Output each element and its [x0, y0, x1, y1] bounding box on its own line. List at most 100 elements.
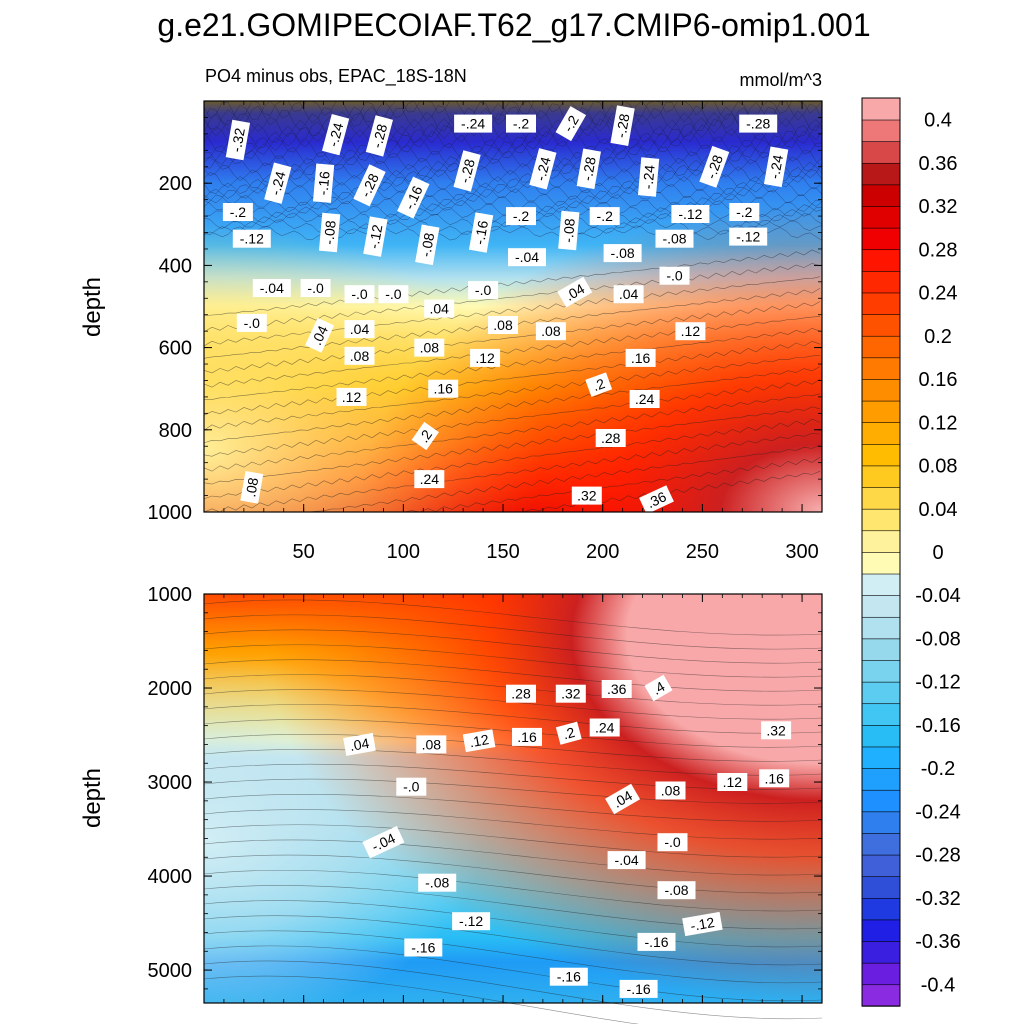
colorbar-tick-label: 0.12	[919, 412, 958, 434]
contour-line	[203, 869, 823, 912]
contour-label: -.12	[729, 227, 768, 246]
contour-label-text: -.2	[513, 116, 530, 132]
contour-label-box	[657, 881, 696, 900]
contour-label: -.16	[637, 932, 676, 951]
y-tick-label: 600	[159, 338, 192, 360]
contour-label: -.32	[225, 119, 251, 161]
contour-label-text: .28	[601, 430, 621, 446]
contour-label-box	[671, 205, 710, 223]
contour-label-text: .08	[242, 476, 261, 498]
contour-label: -.16	[549, 967, 588, 986]
panel-subtitle: PO4 minus obs, EPAC_18S-18N	[205, 66, 467, 87]
contour-label-text: -.2	[736, 204, 753, 220]
contour-label-box	[555, 721, 582, 745]
contour-line	[203, 854, 823, 894]
colorbar-swatch	[861, 573, 901, 596]
contour-label-box	[506, 684, 536, 703]
contour-label: -.0	[657, 833, 688, 852]
contour-label-text: .08	[420, 340, 440, 356]
contour-label-text: -.0	[385, 286, 402, 302]
contour-label: -.08	[558, 210, 580, 251]
contour-line	[203, 945, 823, 1002]
contour-label-box	[729, 227, 768, 246]
contour-label: .32	[555, 684, 586, 703]
contour-line	[203, 225, 823, 241]
contour-line	[203, 366, 821, 444]
contour-label-box	[343, 732, 376, 756]
contour-label: -.2	[222, 203, 253, 221]
contour-label-text: .2	[561, 724, 577, 743]
colorbar-tick-label: -0.16	[915, 715, 961, 737]
contour-label-box	[321, 114, 350, 156]
contour-line	[203, 327, 821, 400]
contour-label: .12	[675, 322, 706, 341]
contour-label-box	[236, 313, 267, 332]
colorbar-swatch	[861, 767, 901, 791]
contour-label-text: .04	[349, 735, 371, 754]
contour-line	[203, 316, 821, 388]
contour-label: -.28	[576, 148, 601, 190]
colorbar-swatch	[861, 811, 901, 834]
contour-label: -.24	[637, 157, 660, 197]
contour-label-box	[362, 826, 405, 859]
colorbar-swatch	[861, 270, 901, 294]
chart-title: g.e21.GOMIPECOIAF.T62_g17.CMIP6-omip1.00…	[157, 7, 870, 43]
contour-label-box	[353, 164, 386, 207]
contour-label-box	[488, 316, 518, 334]
colorbar-swatch	[861, 962, 901, 986]
contour-line	[203, 378, 821, 457]
contour-label-box	[637, 157, 660, 197]
contour-label-box	[655, 781, 686, 800]
colorbar-swatch	[861, 703, 901, 726]
contour-label: -.2	[589, 207, 620, 226]
contour-line	[203, 263, 821, 333]
contour-label-text: -.24	[766, 153, 786, 180]
contour-label-text: -.28	[579, 155, 599, 182]
contour-label: -.16	[404, 938, 443, 957]
contour-label: -.16	[619, 979, 658, 998]
colorbar-tick-label: 0.32	[919, 196, 958, 218]
contour-label: -.08	[415, 224, 440, 266]
contour-label: .16	[428, 379, 459, 398]
contour-label: -.08	[418, 873, 457, 892]
colorbar-swatch	[861, 897, 901, 921]
contour-label-text: .24	[420, 471, 440, 487]
lower-y-axis: 1000 2000 3000 4000 5000	[148, 584, 822, 990]
contour-label: .28	[595, 429, 626, 447]
contour-label: -.24	[529, 148, 557, 190]
contour-line	[203, 249, 821, 317]
contour-label-text: -.24	[267, 169, 289, 197]
contour-label-text: .04	[429, 301, 449, 317]
contour-label: -.2	[506, 207, 536, 226]
contour-line	[203, 960, 823, 1020]
contour-line	[203, 614, 823, 650]
contour-label-box	[555, 684, 586, 703]
colorbar-tick-label: -0.32	[915, 888, 961, 910]
contour-line	[203, 181, 823, 201]
contour-label-text: .24	[595, 720, 615, 736]
contour-label: -.28	[610, 105, 635, 146]
contour-line	[203, 393, 821, 472]
contour-label-box	[414, 470, 445, 489]
contour-line	[203, 915, 823, 966]
contour-label-text: .08	[541, 323, 561, 339]
contour-label-text: .12	[475, 350, 495, 366]
colorbar-swatch	[861, 421, 901, 445]
contour-label-text: .08	[493, 317, 513, 333]
contour-line	[203, 124, 823, 150]
contour-label: .04	[305, 317, 335, 353]
contour-label-box	[717, 773, 748, 791]
contour-label: .32	[571, 486, 602, 505]
contour-label-text: -.04	[615, 852, 639, 868]
contour-label-box	[506, 207, 536, 226]
contour-label-box	[576, 148, 601, 190]
contour-label-text: .32	[766, 722, 786, 738]
contour-label-box	[585, 372, 613, 397]
y-tick-label: 400	[159, 255, 192, 277]
contour-label-text: -.24	[325, 121, 347, 149]
contour-line	[203, 340, 821, 416]
contour-line	[203, 130, 823, 156]
contour-label-box	[699, 145, 730, 188]
colorbar-swatch	[861, 789, 901, 813]
colorbar-tick-label: 0.16	[919, 369, 958, 391]
